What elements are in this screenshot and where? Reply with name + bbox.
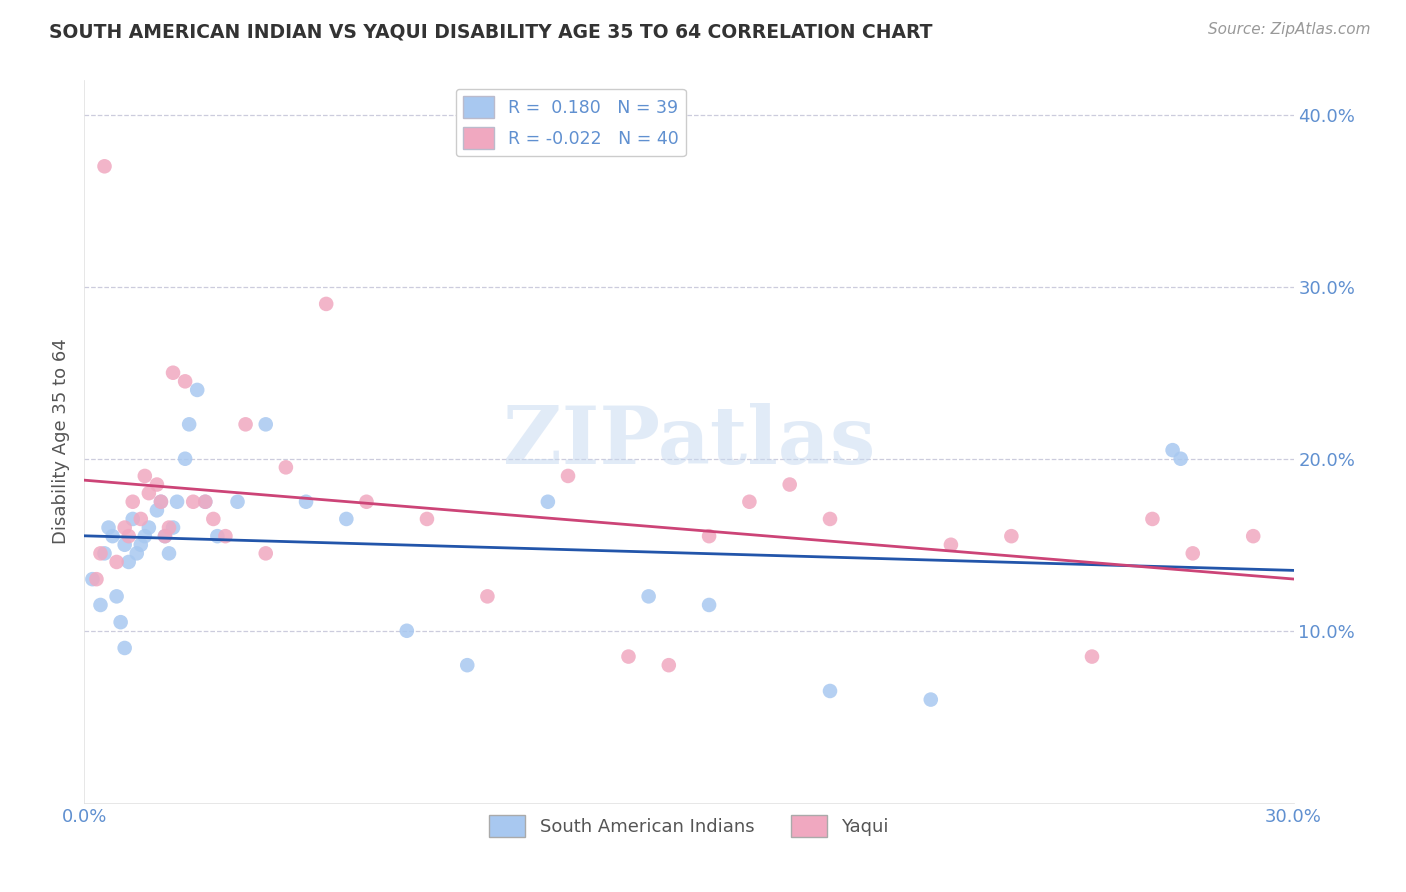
Point bbox=[166, 494, 188, 508]
Point bbox=[86, 572, 108, 586]
Point bbox=[118, 555, 141, 569]
Point bbox=[118, 529, 141, 543]
Point bbox=[920, 692, 942, 706]
Point bbox=[149, 494, 172, 508]
Point bbox=[254, 417, 277, 432]
Point bbox=[1142, 512, 1164, 526]
Point bbox=[456, 658, 478, 673]
Point bbox=[186, 383, 208, 397]
Point bbox=[138, 486, 160, 500]
Point bbox=[129, 538, 152, 552]
Point bbox=[207, 529, 229, 543]
Point bbox=[779, 477, 801, 491]
Point bbox=[315, 297, 337, 311]
Point bbox=[146, 477, 169, 491]
Text: Source: ZipAtlas.com: Source: ZipAtlas.com bbox=[1208, 22, 1371, 37]
Point bbox=[202, 512, 225, 526]
Point bbox=[1081, 649, 1104, 664]
Point bbox=[697, 598, 720, 612]
Y-axis label: Disability Age 35 to 64: Disability Age 35 to 64 bbox=[52, 339, 70, 544]
Point bbox=[149, 494, 172, 508]
Point bbox=[174, 451, 197, 466]
Point bbox=[121, 494, 143, 508]
Point bbox=[1170, 451, 1192, 466]
Point bbox=[89, 546, 111, 560]
Text: SOUTH AMERICAN INDIAN VS YAQUI DISABILITY AGE 35 TO 64 CORRELATION CHART: SOUTH AMERICAN INDIAN VS YAQUI DISABILIT… bbox=[49, 22, 932, 41]
Point bbox=[121, 512, 143, 526]
Point bbox=[335, 512, 357, 526]
Point bbox=[114, 520, 136, 534]
Point bbox=[93, 159, 115, 173]
Point bbox=[97, 520, 120, 534]
Point bbox=[295, 494, 318, 508]
Point bbox=[557, 469, 579, 483]
Point bbox=[214, 529, 236, 543]
Point bbox=[1241, 529, 1264, 543]
Point bbox=[939, 538, 962, 552]
Point bbox=[162, 520, 184, 534]
Point bbox=[226, 494, 249, 508]
Point bbox=[105, 555, 128, 569]
Point bbox=[356, 494, 378, 508]
Point bbox=[194, 494, 217, 508]
Point bbox=[1181, 546, 1204, 560]
Point bbox=[179, 417, 201, 432]
Point bbox=[146, 503, 169, 517]
Point bbox=[1000, 529, 1022, 543]
Point bbox=[157, 546, 180, 560]
Point bbox=[162, 366, 184, 380]
Point bbox=[157, 520, 180, 534]
Point bbox=[818, 512, 841, 526]
Point bbox=[101, 529, 124, 543]
Point bbox=[395, 624, 418, 638]
Point bbox=[114, 538, 136, 552]
Point bbox=[235, 417, 257, 432]
Point bbox=[125, 546, 148, 560]
Point bbox=[658, 658, 681, 673]
Point bbox=[818, 684, 841, 698]
Point bbox=[637, 590, 659, 604]
Point bbox=[174, 375, 197, 389]
Point bbox=[254, 546, 277, 560]
Point bbox=[105, 590, 128, 604]
Point bbox=[138, 520, 160, 534]
Point bbox=[129, 512, 152, 526]
Point bbox=[153, 529, 176, 543]
Point bbox=[194, 494, 217, 508]
Point bbox=[416, 512, 439, 526]
Point bbox=[82, 572, 104, 586]
Point bbox=[153, 529, 176, 543]
Point bbox=[110, 615, 132, 630]
Point bbox=[697, 529, 720, 543]
Point bbox=[738, 494, 761, 508]
Point bbox=[134, 529, 156, 543]
Text: ZIPatlas: ZIPatlas bbox=[503, 402, 875, 481]
Point bbox=[274, 460, 297, 475]
Point bbox=[181, 494, 204, 508]
Point bbox=[134, 469, 156, 483]
Point bbox=[114, 640, 136, 655]
Point bbox=[617, 649, 640, 664]
Legend: South American Indians, Yaqui: South American Indians, Yaqui bbox=[482, 808, 896, 845]
Point bbox=[537, 494, 560, 508]
Point bbox=[89, 598, 111, 612]
Point bbox=[477, 590, 499, 604]
Point bbox=[93, 546, 115, 560]
Point bbox=[1161, 443, 1184, 458]
